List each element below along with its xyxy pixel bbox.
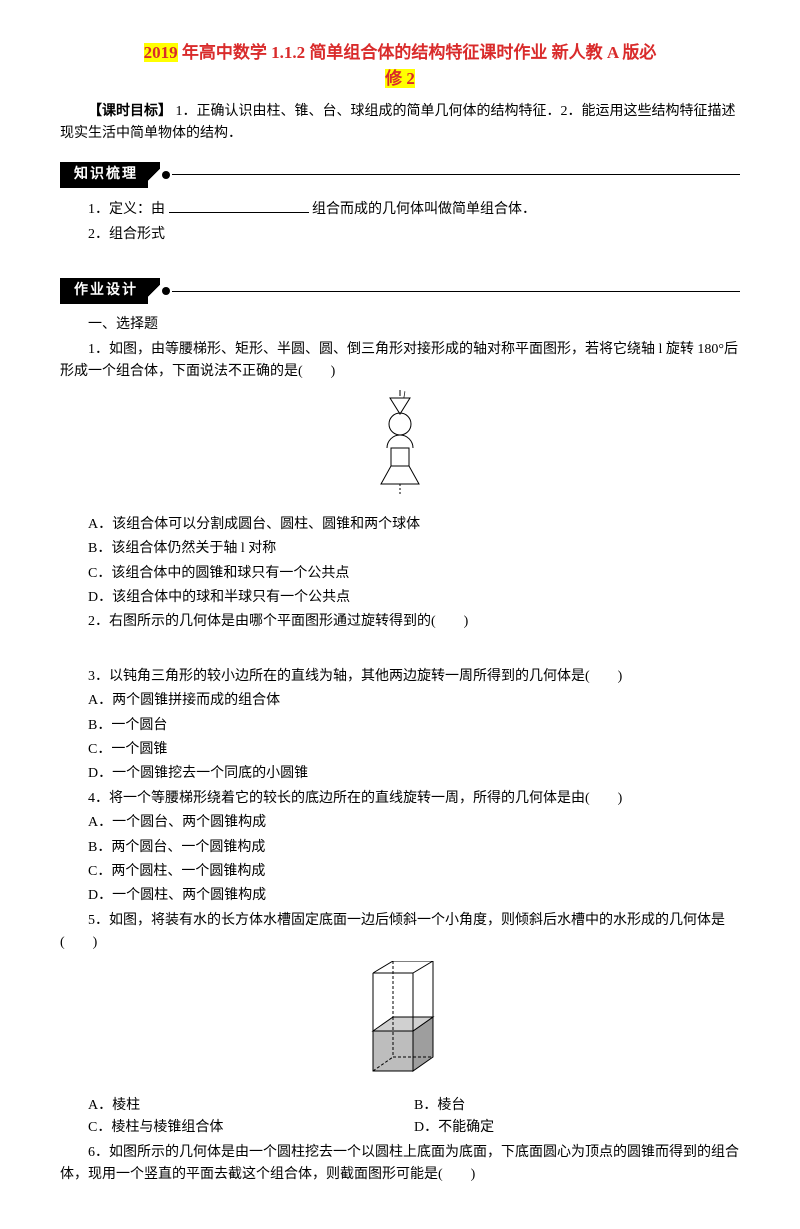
section-dot: [162, 171, 170, 179]
q5-options-row2: C．棱柱与棱锥组合体 D．不能确定: [60, 1117, 740, 1139]
title-line1: 2019 年高中数学 1.1.2 简单组合体的结构特征课时作业 新人教 A 版必: [144, 43, 657, 62]
q5-opt-a: A．棱柱: [88, 1095, 414, 1117]
q3-opt-c: C．一个圆锥: [60, 739, 740, 761]
question-2: 2．右图所示的几何体是由哪个平面图形通过旋转得到的( ): [60, 611, 740, 633]
q5-opt-b: B．棱台: [414, 1095, 740, 1117]
title-hl2: 修 2: [385, 69, 415, 88]
figure-q1: l: [60, 390, 740, 508]
k1-prefix: 1．定义：由: [88, 202, 165, 217]
objective-label: 【课时目标】: [88, 104, 172, 119]
section-tab: 知识梳理: [60, 162, 148, 188]
q1-opt-a: A．该组合体可以分割成圆台、圆柱、圆锥和两个球体: [60, 514, 740, 536]
q5-opt-d: D．不能确定: [414, 1117, 740, 1139]
subsection-choice: 一、选择题: [60, 314, 740, 336]
k1-suffix: 组合而成的几何体叫做简单组合体．: [312, 202, 536, 217]
q5-options: A．棱柱 B．棱台: [60, 1095, 740, 1117]
q5-opt-c: C．棱柱与棱锥组合体: [88, 1117, 414, 1139]
q3-opt-b: B．一个圆台: [60, 715, 740, 737]
question-1: 1．如图，由等腰梯形、矩形、半圆、圆、倒三角形对接形成的轴对称平面图形，若将它绕…: [60, 339, 740, 384]
q1-opt-b: B．该组合体仍然关于轴 l 对称: [60, 538, 740, 560]
q1-opt-c: C．该组合体中的圆锥和球只有一个公共点: [60, 563, 740, 585]
question-6: 6．如图所示的几何体是由一个圆柱挖去一个以圆柱上底面为底面，下底面圆心为顶点的圆…: [60, 1142, 740, 1187]
section-line: [172, 174, 740, 175]
section-tab: 作业设计: [60, 278, 148, 304]
cuboid-water-icon: [355, 961, 445, 1081]
question-3: 3．以钝角三角形的较小边所在的直线为轴，其他两边旋转一周所得到的几何体是( ): [60, 666, 740, 688]
doc-title: 2019 年高中数学 1.1.2 简单组合体的结构特征课时作业 新人教 A 版必…: [60, 40, 740, 91]
title-hl1: 2019: [144, 43, 178, 62]
q4-opt-d: D．一个圆柱、两个圆锥构成: [60, 885, 740, 907]
knowledge-item-2: 2．组合形式: [60, 224, 740, 246]
spacer: [60, 636, 740, 664]
lesson-objective: 【课时目标】 1．正确认识由柱、锥、台、球组成的简单几何体的结构特征．2．能运用…: [60, 101, 740, 146]
q4-opt-a: A．一个圆台、两个圆锥构成: [60, 812, 740, 834]
knowledge-item-1: 1．定义：由 组合而成的几何体叫做简单组合体．: [60, 198, 740, 221]
spacer: [60, 248, 740, 264]
figure-q5: [60, 961, 740, 1089]
section-knowledge: 知识梳理: [60, 162, 740, 188]
fill-blank[interactable]: [169, 198, 309, 213]
q3-opt-d: D．一个圆锥挖去一个同底的小圆锥: [60, 763, 740, 785]
question-4: 4．将一个等腰梯形绕着它的较长的底边所在的直线旋转一周，所得的几何体是由( ): [60, 788, 740, 810]
section-homework: 作业设计: [60, 278, 740, 304]
section-line: [172, 291, 740, 292]
q4-opt-b: B．两个圆台、一个圆锥构成: [60, 837, 740, 859]
q4-opt-c: C．两个圆柱、一个圆锥构成: [60, 861, 740, 883]
question-5: 5．如图，将装有水的长方体水槽固定底面一边后倾斜一个小角度，则倾斜后水槽中的水形…: [60, 910, 740, 955]
section-dot: [162, 287, 170, 295]
composite-rotation-icon: l: [365, 390, 435, 500]
q1-opt-d: D．该组合体中的球和半球只有一个公共点: [60, 587, 740, 609]
q3-opt-a: A．两个圆锥拼接而成的组合体: [60, 690, 740, 712]
